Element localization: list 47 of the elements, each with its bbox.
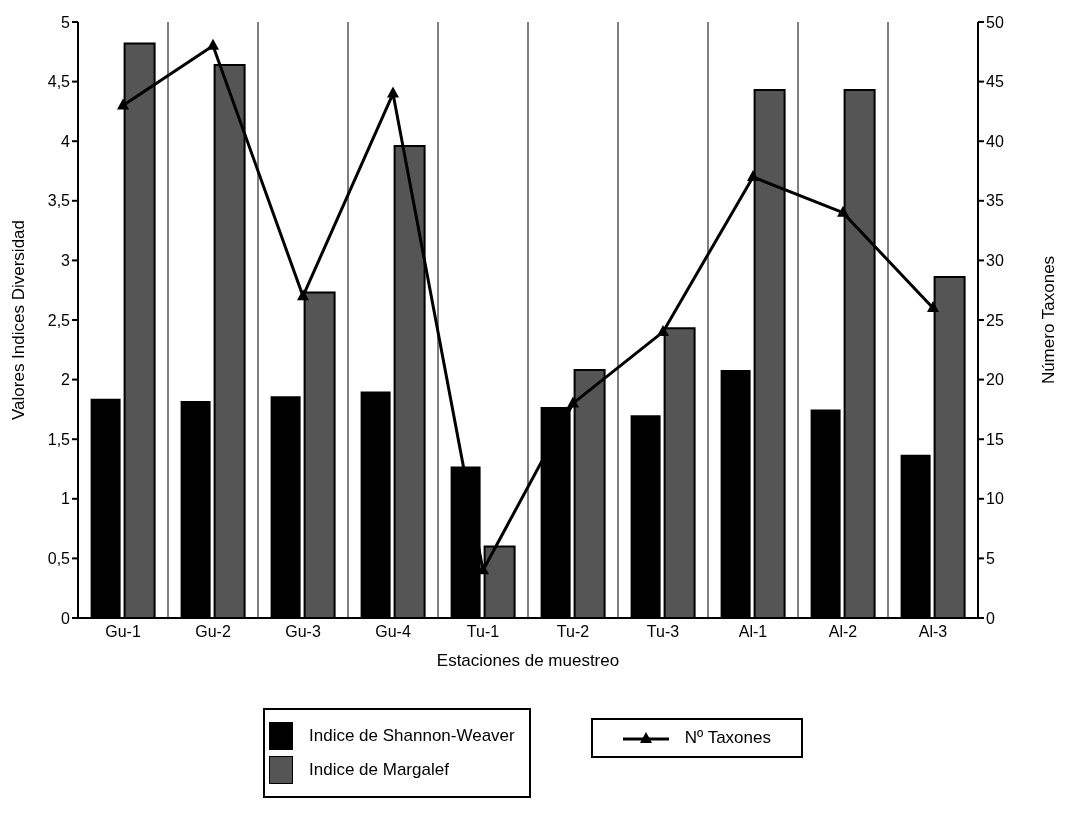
x-tick-label: Tu-2 — [556, 623, 590, 641]
y-tick-label: 2 — [61, 371, 71, 389]
y-tick-label: 3 — [61, 252, 71, 270]
x-tick-label: Al-3 — [918, 623, 948, 641]
point — [207, 38, 219, 50]
legend-label: Indice de Margalef — [309, 760, 449, 780]
legend-label: Indice de Shannon-Weaver — [309, 726, 515, 746]
y-tick-label: 1 — [61, 490, 71, 508]
y-axis-title: Valores Indices Diversidad — [9, 220, 29, 420]
point — [747, 169, 759, 181]
y2-tick-label: 10 — [986, 490, 1004, 508]
y-tick-label: 2,5 — [47, 311, 71, 329]
x-tick-label: Tu-1 — [466, 623, 500, 641]
y2-tick-label: 0 — [986, 609, 995, 627]
y2-tick-label: 35 — [986, 192, 1004, 210]
y2-tick-label: 20 — [986, 371, 1004, 389]
point — [117, 98, 129, 110]
legend-label: Nº Taxones — [684, 728, 771, 748]
point — [567, 396, 579, 408]
point — [297, 289, 309, 301]
y2-tick-label: 50 — [986, 13, 1004, 31]
y2-tick-label: 15 — [986, 430, 1004, 448]
y-tick-label: 0,5 — [47, 550, 71, 568]
y2-tick-label: 5 — [986, 550, 995, 568]
y-tick-label: 0 — [61, 609, 71, 627]
x-tick-label: Al-2 — [828, 623, 858, 641]
y-tick-label: 4 — [61, 132, 71, 150]
point — [927, 301, 939, 313]
point — [837, 205, 849, 217]
point — [387, 86, 399, 98]
y2-tick-label: 40 — [986, 132, 1004, 150]
y2-tick-label: 45 — [986, 73, 1004, 91]
y2-axis-title: Número Taxones — [1039, 255, 1059, 385]
y2-tick-label: 25 — [986, 311, 1004, 329]
y-tick-label: 5 — [61, 13, 71, 31]
y2-tick-label: 30 — [986, 252, 1004, 270]
y-tick-label: 1,5 — [47, 430, 71, 448]
x-tick-label: Gu-4 — [375, 623, 411, 641]
x-tick-label: Al-1 — [738, 623, 768, 641]
x-tick-label: Tu-3 — [646, 623, 680, 641]
x-tick-label: Gu-2 — [195, 623, 231, 641]
x-tick-label: Gu-1 — [105, 623, 141, 641]
x-axis-title: Estaciones de muestreo — [436, 651, 620, 670]
point — [657, 324, 669, 336]
y-tick-label: 3,5 — [47, 192, 71, 210]
x-tick-label: Gu-3 — [285, 623, 321, 641]
y-tick-label: 4,5 — [47, 73, 71, 91]
